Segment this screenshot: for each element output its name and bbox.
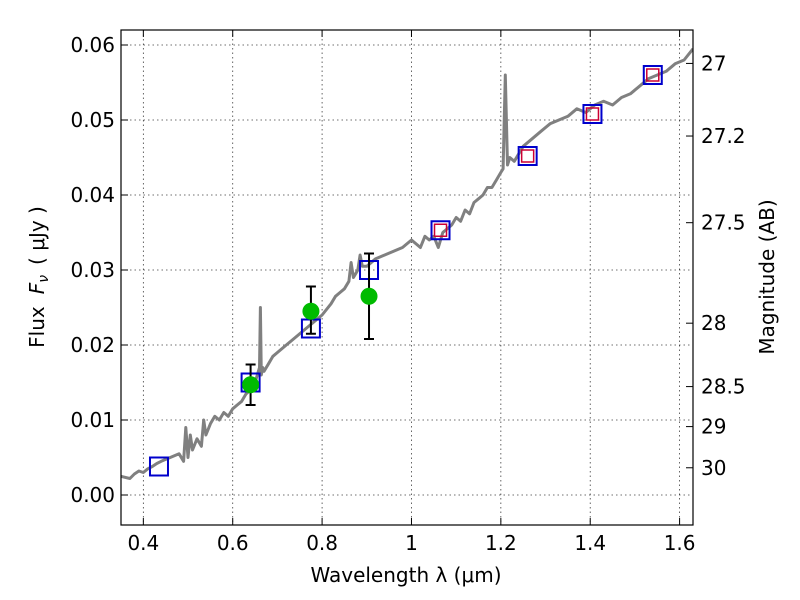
photometry-square [582, 104, 603, 124]
model-square [646, 68, 660, 82]
photometry-square [517, 146, 538, 166]
grid [121, 30, 693, 525]
y-tick-label: 0.02 [70, 333, 115, 357]
y-axis-label-word: Flux [25, 306, 49, 348]
y-axis-label: Flux Fν ( μJy ) [25, 206, 52, 348]
axis-ticks: 0.4 0.6 0.8 1 1.2 1.4 1.6 0.00 0.01 0.02 0.03 0.04 0… [70, 30, 746, 555]
x-tick-label: 0.8 [306, 531, 338, 555]
y-axis-label-unit: ( μJy ) [25, 206, 49, 265]
spectrum-line [121, 47, 693, 480]
x-tick-label: 1 [405, 531, 418, 555]
right-axis-label: Magnitude (AB) [755, 199, 779, 354]
x-tick-label: 0.4 [127, 531, 159, 555]
model-square [520, 149, 535, 163]
right-tick-label: 28.5 [701, 375, 746, 399]
y-tick-label: 0.03 [70, 258, 115, 282]
right-tick-label: 30 [701, 456, 726, 480]
y-tick-label: 0.01 [70, 408, 115, 432]
y-axis-label-symbol: F [25, 282, 49, 294]
y-tick-label: 0.06 [70, 33, 115, 57]
y-axis-label-subscript: ν [36, 275, 52, 283]
measurement-point [360, 287, 378, 305]
right-tick-label: 29 [701, 415, 726, 439]
x-tick-label: 0.6 [217, 531, 249, 555]
photometry-square [642, 65, 663, 85]
x-tick-label: 1.4 [574, 531, 606, 555]
y-tick-label: 0.04 [70, 183, 115, 207]
right-tick-label: 27 [701, 51, 726, 75]
photometry-square [148, 456, 169, 477]
right-tick-label: 28 [701, 311, 726, 335]
right-tick-label: 27.5 [701, 211, 746, 235]
measurement-point [242, 376, 260, 394]
right-tick-label: 27.2 [701, 124, 746, 148]
model-square [433, 223, 448, 237]
plot-area [121, 47, 693, 480]
y-tick-label: 0.00 [70, 483, 115, 507]
measurement-point [302, 302, 320, 320]
x-tick-label: 1.2 [485, 531, 517, 555]
y-tick-label: 0.05 [70, 108, 115, 132]
model-square [585, 107, 600, 121]
plot-frame [120, 29, 694, 526]
x-tick-label: 1.6 [664, 531, 696, 555]
x-axis-label: Wavelength λ (μm) [310, 563, 501, 587]
photometry-square [430, 220, 451, 241]
